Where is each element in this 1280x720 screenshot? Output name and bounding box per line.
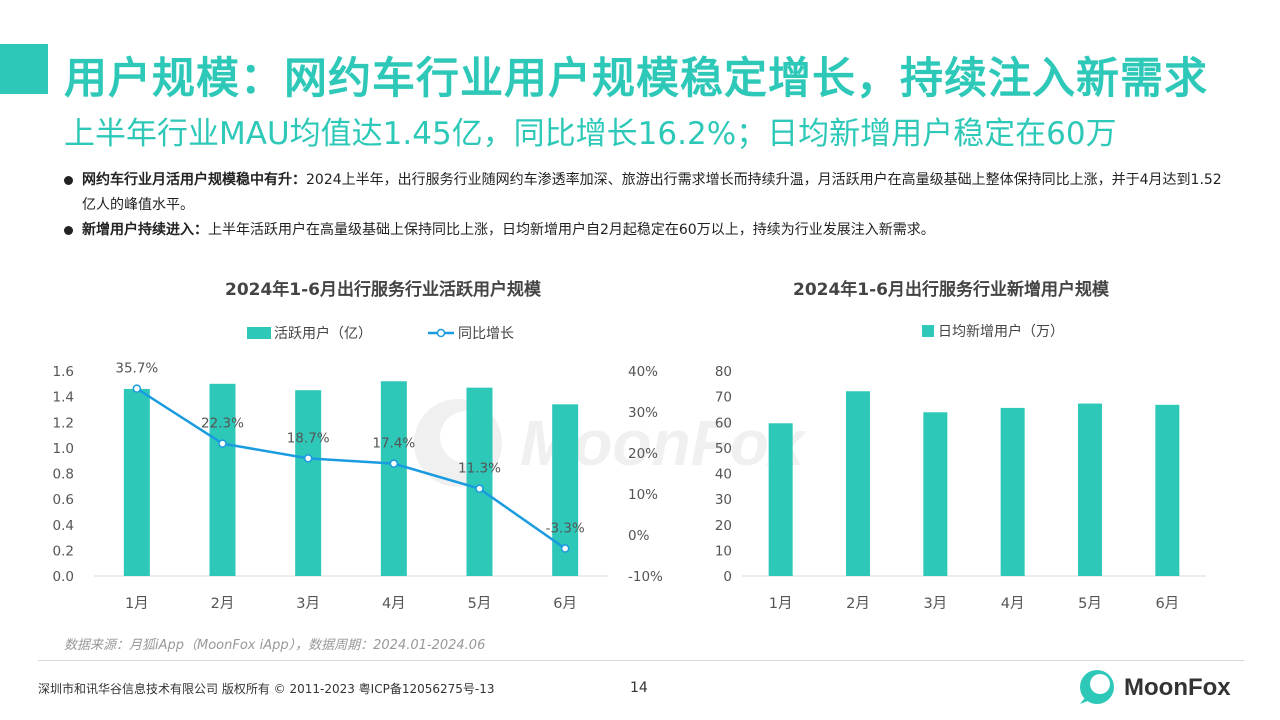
y-tick-label: 0.0 xyxy=(53,569,74,585)
y-tick-label: 0 xyxy=(723,569,732,585)
data-label: 18.7% xyxy=(287,430,330,446)
y-tick-label: 1.2 xyxy=(53,415,74,431)
bullet-item: 网约车行业月活用户规模稳中有升：2024上半年，出行服务行业随网约车渗透率加深、… xyxy=(64,168,1224,218)
chart-title: 2024年1-6月出行服务行业新增用户规模 xyxy=(792,280,1110,300)
chart-title: 2024年1-6月出行服务行业活跃用户规模 xyxy=(224,280,542,300)
page-number: 14 xyxy=(630,680,648,696)
line-point xyxy=(132,384,142,393)
bullet-text: 上半年活跃用户在高量级基础上保持同比上涨，日均新增用户自2月起稳定在60万以上，… xyxy=(208,222,935,238)
y-tick-label: 50 xyxy=(715,441,732,457)
bullet-heading: 新增用户持续进入： xyxy=(82,222,208,238)
bar xyxy=(768,423,793,576)
x-tick-label: 2月 xyxy=(211,596,235,612)
x-tick-label: 5月 xyxy=(468,596,492,612)
legend-label: 活跃用户（亿） xyxy=(274,325,372,342)
y-tick-label: 0.4 xyxy=(53,518,74,534)
legend-swatch-marker xyxy=(436,328,446,338)
bar xyxy=(123,388,150,576)
y-tick-label: 0.2 xyxy=(53,543,74,559)
y-tick-label: 60 xyxy=(715,415,732,431)
y-tick-label: 40 xyxy=(715,467,732,483)
data-label: 22.3% xyxy=(201,416,244,432)
bullet-item: 新增用户持续进入：上半年活跃用户在高量级基础上保持同比上涨，日均新增用户自2月起… xyxy=(64,218,1224,243)
x-tick-label: 1月 xyxy=(769,596,793,612)
legend-swatch-bar xyxy=(922,325,934,337)
x-tick-label: 3月 xyxy=(296,596,320,612)
title-accent-block xyxy=(0,44,48,94)
chart-active-users: 活跃用户（亿） 同比增长 0.0 0.2 0.4 0.6 0.8 1.0 1.2 1.4 1.6 -1… xyxy=(53,325,664,612)
page-title: 用户规模：网约车行业用户规模稳定增长，持续注入新需求 xyxy=(64,54,1208,104)
data-label: -3.3% xyxy=(546,521,585,537)
legend-swatch-bar xyxy=(247,327,271,339)
data-label: 11.3% xyxy=(458,461,501,477)
y2-tick-label: 40% xyxy=(628,364,658,380)
line-point xyxy=(303,454,313,463)
x-tick-label: 4月 xyxy=(1001,596,1025,612)
bar xyxy=(466,387,493,576)
moonfox-logo-icon xyxy=(1080,670,1114,704)
data-label: 35.7% xyxy=(115,361,158,377)
y-tick-label: 0.6 xyxy=(53,492,74,508)
data-label: 17.4% xyxy=(372,436,415,452)
bar xyxy=(1155,404,1180,576)
bar xyxy=(1000,407,1025,576)
bar xyxy=(1078,403,1102,576)
bar xyxy=(380,381,407,576)
y-tick-label: 1.6 xyxy=(53,364,74,380)
x-tick-label: 1月 xyxy=(125,596,149,612)
line-point xyxy=(475,484,484,493)
line-point xyxy=(389,459,399,468)
y-tick-label: 80 xyxy=(715,364,732,380)
series-line xyxy=(136,387,566,550)
y2-tick-label: -10% xyxy=(628,569,663,585)
footer-divider xyxy=(38,660,1244,661)
x-tick-label: 4月 xyxy=(382,596,406,612)
legend-label: 同比增长 xyxy=(458,326,514,342)
bar xyxy=(846,391,870,576)
y-tick-label: 30 xyxy=(715,492,732,508)
logo-text: MoonFox xyxy=(1124,674,1231,701)
y2-tick-label: 10% xyxy=(628,487,658,503)
chart-new-users: 日均新增用户（万） 0 10 20 30 40 50 60 70 80 1月 2月 3月 4月 5月 6月 xyxy=(715,323,1206,612)
bar xyxy=(295,390,322,576)
bullet-heading: 网约车行业月活用户规模稳中有升： xyxy=(82,172,306,188)
page-subtitle: 上半年行业MAU均值达1.45亿，同比增长16.2%；日均新增用户稳定在60万 xyxy=(64,116,1117,152)
bar xyxy=(923,412,948,576)
x-tick-label: 6月 xyxy=(553,596,577,612)
y-tick-label: 20 xyxy=(715,518,732,534)
y-tick-label: 1.0 xyxy=(53,441,74,457)
x-tick-label: 5月 xyxy=(1078,596,1102,612)
bullet-list: 网约车行业月活用户规模稳中有升：2024上半年，出行服务行业随网约车渗透率加深、… xyxy=(64,168,1224,243)
copyright-text: 深圳市和讯华谷信息技术有限公司 版权所有 © 2011-2023 粤ICP备12… xyxy=(38,682,495,696)
y-tick-label: 70 xyxy=(715,390,732,406)
x-tick-label: 2月 xyxy=(846,596,870,612)
y-tick-label: 1.4 xyxy=(53,390,74,406)
data-source-note: 数据来源：月狐iApp（MoonFox iApp），数据周期：2024.01-2… xyxy=(64,638,486,653)
line-point xyxy=(560,544,570,553)
y-tick-label: 0.8 xyxy=(53,467,74,483)
y2-tick-label: 30% xyxy=(628,405,658,421)
moonfox-logo: MoonFox xyxy=(1076,668,1231,708)
x-tick-label: 6月 xyxy=(1155,596,1179,612)
bar xyxy=(209,383,236,576)
bullet-text: 2024上半年，出行服务行业随网约车渗透率加深、旅游出行需求增长而持续升温，月活… xyxy=(82,172,1222,213)
y2-tick-label: 20% xyxy=(628,446,658,462)
x-tick-label: 3月 xyxy=(923,596,947,612)
y-tick-label: 10 xyxy=(715,543,732,559)
legend-label: 日均新增用户（万） xyxy=(938,323,1064,340)
y2-tick-label: 0% xyxy=(628,528,650,544)
line-point xyxy=(218,439,227,448)
